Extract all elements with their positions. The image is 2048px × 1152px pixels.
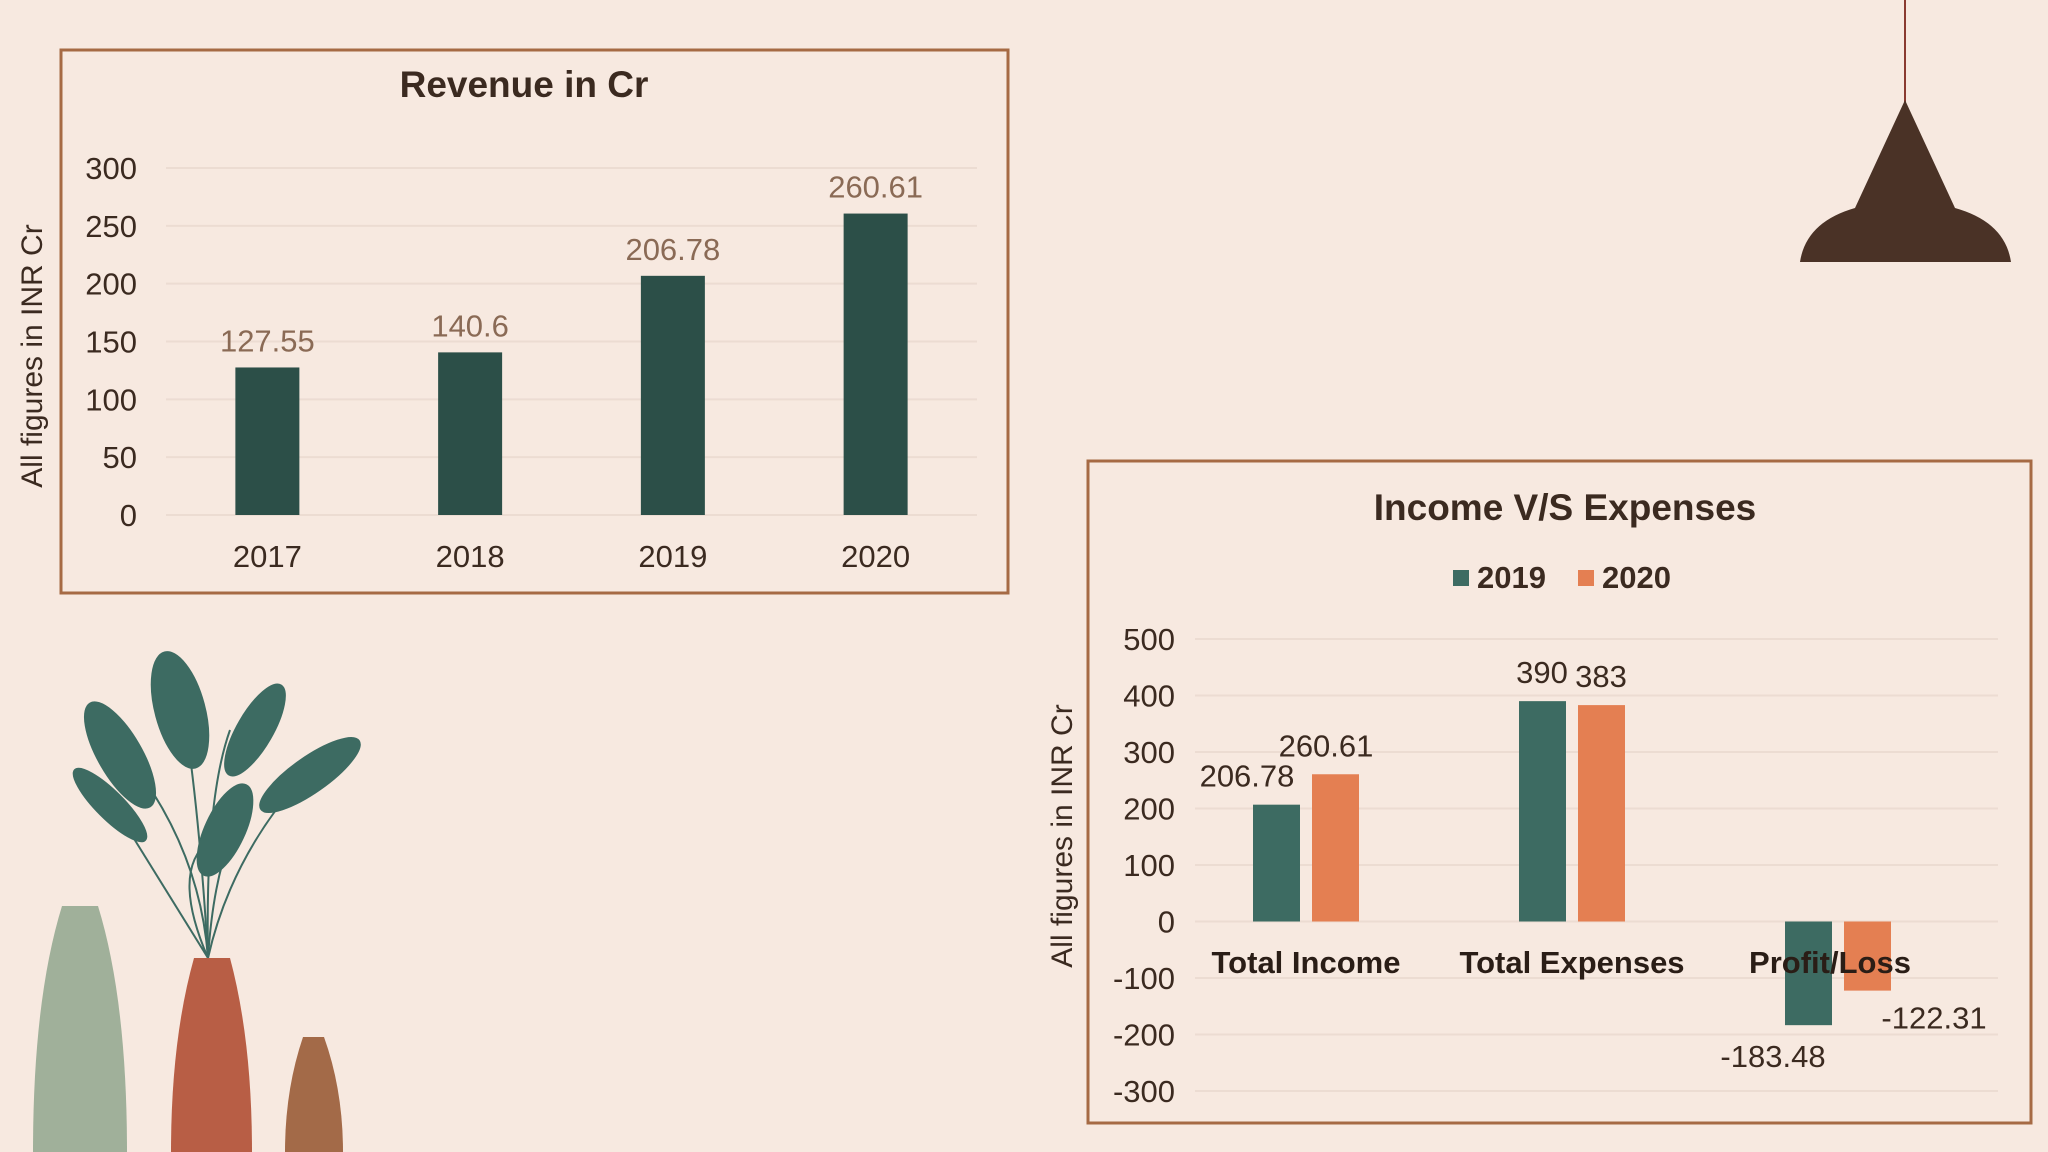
- y-tick-label: 0: [1158, 905, 1175, 940]
- bar-2020-total-income: [1312, 774, 1359, 922]
- data-label: 140.6: [431, 308, 509, 343]
- legend-label-2019: 2019: [1477, 560, 1546, 595]
- pendant-lamp-icon: [1800, 0, 2011, 262]
- chart-frame: [59, 48, 1010, 595]
- data-label: -183.48: [1720, 1039, 1825, 1074]
- bar-2019-total-expenses: [1519, 701, 1566, 922]
- legend-swatch-2020: [1578, 570, 1594, 586]
- data-label: 206.78: [1200, 759, 1295, 794]
- y-tick-label: 0: [120, 498, 137, 533]
- bar-2017: [235, 367, 300, 515]
- y-axis-label: All figures in INR Cr: [16, 224, 49, 487]
- data-label: 260.61: [1279, 728, 1374, 763]
- y-tick-label: 300: [85, 151, 137, 186]
- y-axis-label: All figures in INR Cr: [1046, 704, 1079, 967]
- data-label: 260.61: [828, 170, 923, 205]
- data-label: 206.78: [625, 232, 720, 267]
- y-tick-label: 200: [1123, 792, 1175, 827]
- legend-swatch-2019: [1453, 570, 1469, 586]
- bar-2019-total-income: [1253, 804, 1300, 922]
- x-tick-label: 2019: [638, 539, 707, 574]
- x-tick-label: 2020: [841, 539, 910, 574]
- x-category-label: Total Expenses: [1459, 945, 1684, 980]
- y-tick-label: 50: [103, 440, 137, 475]
- legend-label-2020: 2020: [1602, 560, 1671, 595]
- y-tick-label: -300: [1113, 1074, 1175, 1109]
- data-label: 383: [1575, 659, 1627, 694]
- bar-2018: [438, 352, 503, 515]
- chart-title: Revenue in Cr: [400, 64, 649, 105]
- bar-2020: [843, 213, 908, 515]
- y-tick-label: 100: [1123, 848, 1175, 883]
- legend: 2019 2020: [1453, 560, 1671, 595]
- y-tick-label: 100: [85, 382, 137, 417]
- data-label: 127.55: [220, 323, 315, 358]
- y-tick-label: 250: [85, 209, 137, 244]
- bar-2019-profit-loss: [1785, 921, 1832, 1026]
- data-label: -122.31: [1881, 1001, 1986, 1036]
- income-expenses-chart: Income V/S Expenses All figures in INR C…: [1046, 459, 2033, 1125]
- y-tick-label: 500: [1123, 622, 1175, 657]
- y-tick-label: 400: [1123, 679, 1175, 714]
- vase-red-icon: [171, 958, 252, 1152]
- plant-icon: [72, 651, 361, 959]
- vase-brown-icon: [285, 1037, 343, 1152]
- chart-title: Income V/S Expenses: [1374, 487, 1757, 528]
- y-tick-label: -100: [1113, 961, 1175, 996]
- x-category-label: Total Income: [1212, 945, 1401, 980]
- x-category-label: Profit/Loss: [1749, 945, 1911, 980]
- y-tick-label: 150: [85, 325, 137, 360]
- y-tick-label: 300: [1123, 735, 1175, 770]
- bar-2019: [640, 275, 705, 515]
- data-label: 390: [1516, 655, 1568, 690]
- revenue-chart: Revenue in Cr All figures in INR Cr 0 50 1…: [16, 48, 1010, 595]
- y-tick-label: 200: [85, 267, 137, 302]
- vase-green-icon: [33, 906, 127, 1152]
- x-tick-label: 2017: [233, 539, 302, 574]
- y-tick-label: -200: [1113, 1018, 1175, 1053]
- bar-2020-profit-loss: [1844, 921, 1891, 991]
- chart-frame: [1086, 459, 2033, 1125]
- x-tick-label: 2018: [436, 539, 505, 574]
- bar-2020-total-expenses: [1578, 705, 1625, 922]
